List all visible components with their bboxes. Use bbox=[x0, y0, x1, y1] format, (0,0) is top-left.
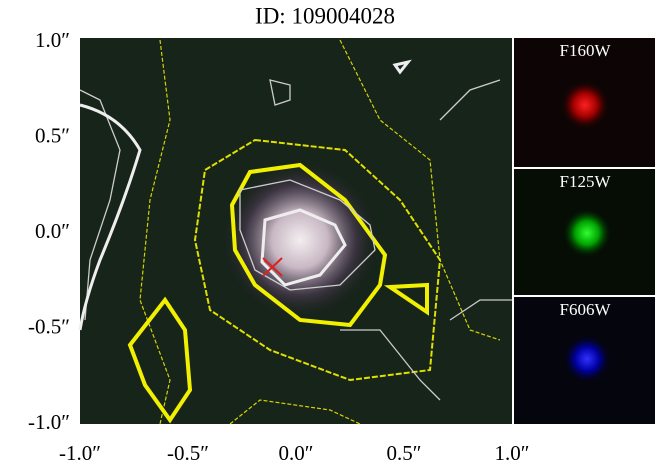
x-tick-label: 1.0″ bbox=[495, 441, 530, 465]
x-tick-label: -1.0″ bbox=[59, 441, 101, 465]
y-tick-label: 0.5″ bbox=[35, 123, 70, 147]
y-tick-label: 0.0″ bbox=[35, 219, 70, 243]
x-tick-label: 0.5″ bbox=[387, 441, 422, 465]
figure: ID: 109004028 bbox=[0, 0, 655, 470]
y-tick-label: -0.5″ bbox=[28, 314, 70, 338]
side-panels bbox=[514, 38, 655, 424]
x-tick-label: -0.5″ bbox=[167, 441, 209, 465]
panel-label: F160W bbox=[560, 41, 612, 60]
title: ID: 109004028 bbox=[255, 3, 395, 28]
y-tick-label: -1.0″ bbox=[28, 410, 70, 434]
main-image bbox=[80, 38, 512, 424]
panel-label: F125W bbox=[560, 172, 612, 191]
y-tick-label: 1.0″ bbox=[35, 28, 70, 52]
panel-label: F606W bbox=[560, 300, 612, 319]
x-tick-label: 0.0″ bbox=[279, 441, 314, 465]
